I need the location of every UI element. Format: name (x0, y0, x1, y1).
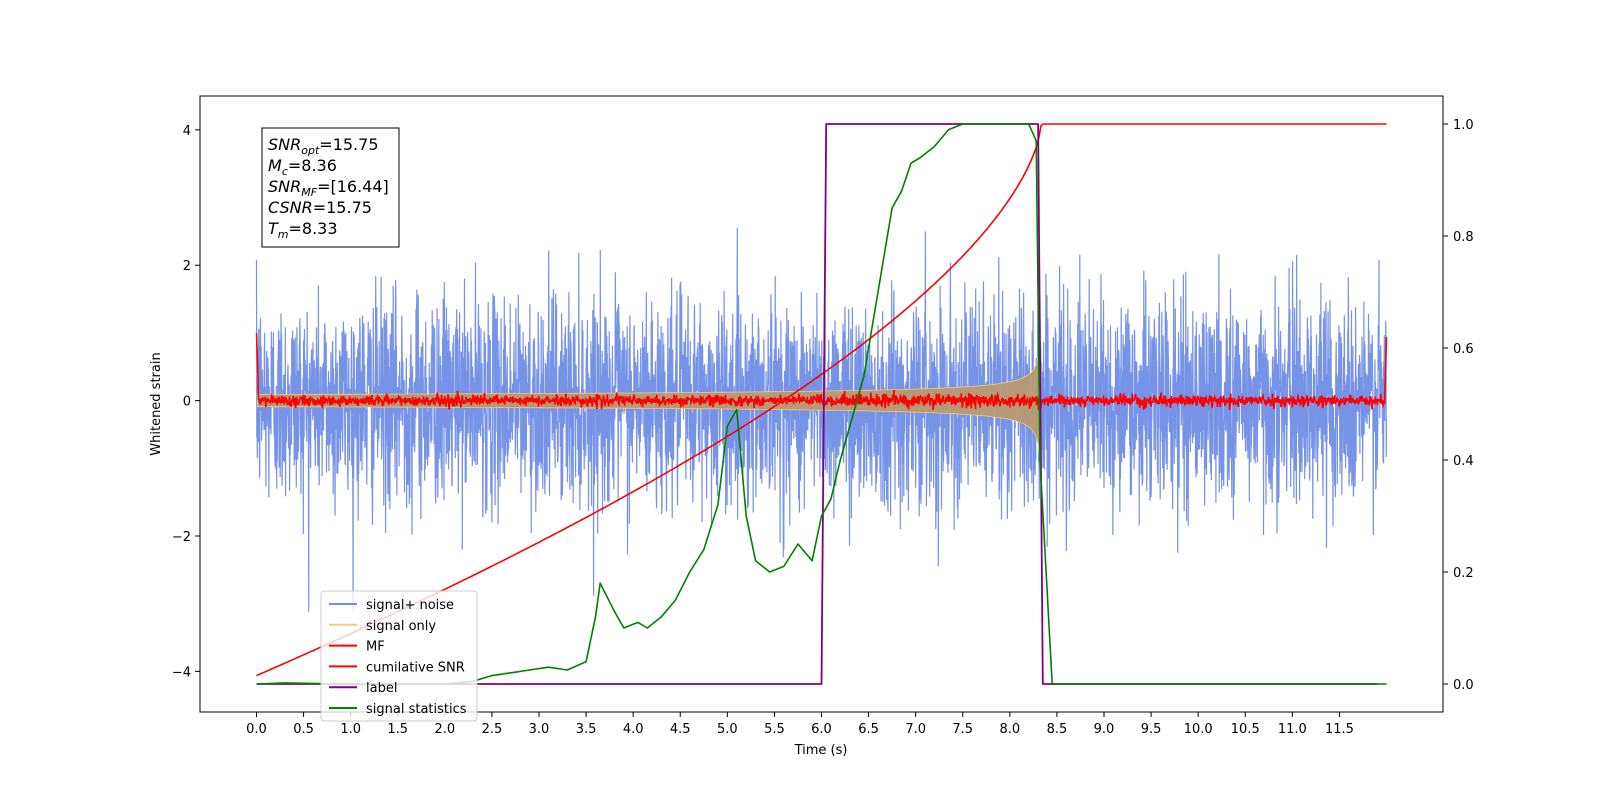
x-tick-label: 11.0 (1278, 722, 1307, 737)
x-tick-label: 7.5 (952, 722, 973, 737)
annotation-box: SNRopt=15.75Mc=8.36SNRMF=[16.44]CSNR=15.… (261, 127, 400, 248)
annotation-line: Mc=8.36 (268, 156, 337, 178)
y2-tick-label: 0.8 (1453, 230, 1474, 245)
legend-label: signal+ noise (366, 598, 454, 613)
annotation-line: SNRopt=15.75 (268, 135, 379, 157)
x-tick-label: 11.5 (1325, 722, 1354, 737)
legend-label: MF (366, 640, 385, 655)
annotation-value: =8.33 (289, 219, 338, 238)
x-tick-label: 9.0 (1094, 722, 1115, 737)
annotation-symbol: SNR (268, 177, 301, 196)
annotation-subscript: opt (301, 144, 320, 157)
x-tick-label: 5.0 (717, 722, 738, 737)
y-axis-right: 1.0 0.8 0.6 0.4 0.2 0.0 (1443, 118, 1474, 693)
y2-tick-label: 0.4 (1453, 454, 1474, 469)
x-tick-label: 5.5 (764, 722, 785, 737)
annotation-symbol: M (268, 156, 282, 175)
x-tick-label: 6.5 (858, 722, 879, 737)
legend-label: signal only (366, 619, 436, 634)
annotation-subscript: c (282, 165, 288, 178)
x-tick-label: 8.0 (999, 722, 1020, 737)
legend: signal+ noise signal only MF cumilative SNR… (320, 590, 478, 722)
x-tick-label: 0.5 (293, 722, 314, 737)
x-tick-label: 3.0 (529, 722, 550, 737)
y2-tick-label: 1.0 (1453, 118, 1474, 133)
x-tick-label: 4.5 (670, 722, 691, 737)
y2-tick-label: 0.6 (1453, 342, 1474, 357)
annotation-line: Tm=8.33 (268, 219, 338, 241)
series-signal-statistics (256, 123, 1387, 685)
legend-label: signal statistics (366, 702, 467, 717)
y-tick-label: 4 (183, 124, 191, 139)
y-tick-label: 2 (183, 259, 191, 274)
annotation-value: =15.75 (313, 198, 372, 217)
y-axis-label: Whitened strain (149, 352, 164, 455)
x-tick-label: 10.0 (1184, 722, 1213, 737)
x-tick-label: 4.0 (623, 722, 644, 737)
annotation-symbol: CSNR (268, 198, 313, 217)
x-tick-label: 6.0 (811, 722, 832, 737)
x-tick-label: 10.5 (1231, 722, 1260, 737)
annotation-symbol: T (268, 219, 279, 238)
x-tick-label: 3.5 (576, 722, 597, 737)
x-axis: 0.0 0.5 1.0 1.5 2.0 2.5 3.0 3.5 4.0 4.5 5.0 5.5 6.0 6… (246, 712, 1354, 737)
annotation-line: CSNR=15.75 (268, 198, 372, 217)
legend-label: cumilative SNR (366, 660, 465, 675)
annotation-value: =15.75 (319, 135, 378, 154)
y2-tick-label: 0.0 (1453, 678, 1474, 693)
x-tick-label: 1.5 (387, 722, 408, 737)
annotation-subscript: MF (301, 186, 317, 199)
series-mf (255, 332, 1388, 411)
x-tick-label: 1.0 (340, 722, 361, 737)
y-tick-label: 0 (183, 395, 191, 410)
annotation-value: =8.36 (288, 156, 337, 175)
x-axis-label: Time (s) (794, 743, 848, 758)
y-tick-label: −4 (172, 665, 191, 680)
annotation-value: =[16.44] (317, 177, 389, 196)
x-tick-label: 7.0 (905, 722, 926, 737)
y-axis-left: 4 2 0 −2 −4 (172, 124, 200, 680)
x-tick-label: 0.0 (246, 722, 267, 737)
x-tick-label: 2.0 (434, 722, 455, 737)
annotation-symbol: SNR (268, 135, 301, 154)
x-tick-label: 9.5 (1141, 722, 1162, 737)
annotation-line: SNRMF=[16.44] (268, 177, 389, 199)
annotation-subscript: m (278, 228, 289, 241)
legend-label: label (366, 681, 397, 696)
x-tick-label: 2.5 (482, 722, 503, 737)
x-tick-label: 8.5 (1047, 722, 1068, 737)
y-tick-label: −2 (172, 530, 191, 545)
y2-tick-label: 0.2 (1453, 566, 1474, 581)
